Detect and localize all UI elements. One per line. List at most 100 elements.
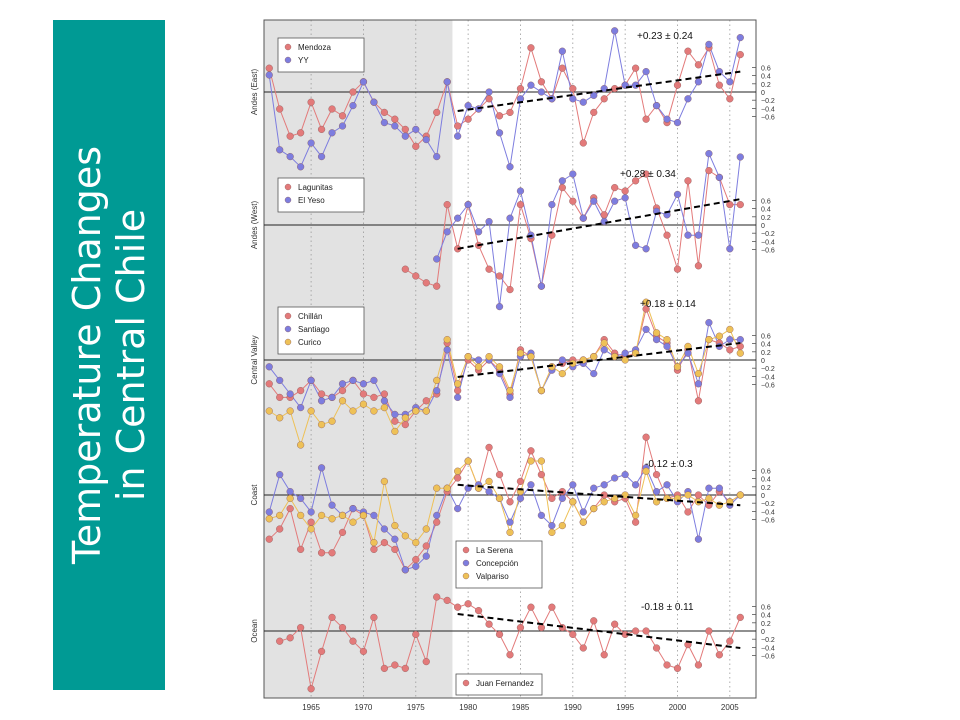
y-tick-label: 0.2 — [761, 82, 771, 89]
x-tick-label: 1995 — [616, 703, 634, 712]
data-point — [684, 508, 692, 516]
data-point — [307, 407, 315, 415]
data-point — [380, 118, 388, 127]
legend-box — [455, 673, 543, 696]
data-point — [642, 325, 650, 334]
data-point — [663, 481, 671, 489]
data-point — [558, 184, 566, 192]
data-point — [736, 33, 744, 42]
data-point — [454, 214, 462, 222]
y-tick-label: 0 — [761, 223, 765, 230]
data-point — [579, 518, 587, 526]
data-point — [370, 511, 378, 520]
plot-frame — [263, 19, 757, 699]
data-point — [328, 549, 336, 557]
trend-line — [457, 70, 741, 113]
data-point — [485, 218, 493, 226]
data-point — [663, 336, 671, 344]
data-point — [276, 376, 284, 385]
data-point — [380, 397, 388, 405]
data-point — [297, 623, 305, 632]
data-point — [652, 329, 661, 337]
data-point — [391, 545, 399, 554]
data-point — [537, 623, 546, 632]
series-line — [268, 300, 741, 447]
data-point — [715, 173, 723, 182]
data-point — [600, 211, 608, 219]
data-point — [705, 167, 713, 175]
y-tick-label: 0.6 — [761, 604, 771, 611]
data-point — [569, 498, 577, 506]
data-point — [370, 98, 378, 106]
data-point — [412, 555, 420, 564]
y-tick-label: −0.4 — [761, 374, 775, 381]
data-point — [485, 620, 493, 628]
legend-box — [277, 306, 365, 355]
data-point — [537, 88, 546, 96]
data-point — [370, 376, 378, 385]
data-point — [338, 623, 347, 632]
panel-label: Coast — [250, 484, 259, 506]
data-point — [401, 265, 409, 273]
data-point — [705, 484, 713, 492]
data-point — [401, 125, 409, 133]
legend-box — [277, 37, 365, 73]
y-tick-label: −0.4 — [761, 106, 775, 113]
data-point — [694, 262, 703, 270]
data-point — [537, 471, 546, 479]
data-point — [485, 88, 493, 96]
data-point — [632, 518, 640, 526]
data-point — [286, 494, 294, 503]
data-point — [391, 410, 399, 419]
x-tick-label: 2005 — [721, 703, 739, 712]
data-point — [317, 125, 326, 133]
data-point — [464, 353, 472, 361]
data-point — [705, 150, 713, 158]
data-point — [694, 231, 703, 239]
data-point — [495, 363, 504, 371]
data-point — [328, 515, 336, 523]
legend-entry: Santiago — [298, 325, 330, 334]
data-point — [705, 627, 713, 635]
data-point — [632, 481, 640, 489]
legend-entry: Juan Fernandez — [476, 679, 534, 688]
data-point — [694, 61, 703, 69]
data-point — [548, 521, 556, 530]
data-point — [537, 511, 546, 520]
data-point — [307, 525, 315, 533]
data-point — [454, 387, 462, 395]
legend-entry: La Serena — [476, 546, 513, 555]
data-point — [537, 78, 546, 86]
data-point — [736, 349, 744, 357]
data-point — [317, 153, 326, 161]
data-point — [715, 484, 723, 492]
data-point — [590, 91, 598, 100]
data-point — [433, 153, 441, 161]
legend: Lagunitas El Yeso — [277, 177, 365, 213]
data-point — [684, 95, 692, 103]
data-point — [286, 390, 294, 398]
data-point — [454, 474, 462, 482]
data-point — [726, 336, 734, 344]
data-point — [433, 511, 441, 520]
data-point — [569, 630, 577, 639]
data-point — [433, 484, 441, 492]
trend-label: +0.28 ± 0.34 — [620, 169, 676, 180]
data-point — [569, 84, 577, 93]
data-point — [621, 491, 629, 499]
data-point — [433, 255, 441, 263]
data-point — [506, 163, 514, 171]
x-tick-label: 1980 — [459, 703, 477, 712]
data-point — [611, 620, 619, 628]
data-point — [632, 177, 640, 185]
data-point — [265, 64, 273, 72]
data-point — [391, 417, 399, 425]
y-tick-label: −0.6 — [761, 115, 775, 122]
data-point — [359, 400, 368, 408]
legend-entry: Lagunitas — [298, 183, 333, 192]
data-point — [485, 488, 493, 496]
series-line — [268, 320, 741, 415]
data-point — [391, 427, 399, 436]
data-point — [705, 494, 713, 503]
data-point — [642, 170, 650, 178]
